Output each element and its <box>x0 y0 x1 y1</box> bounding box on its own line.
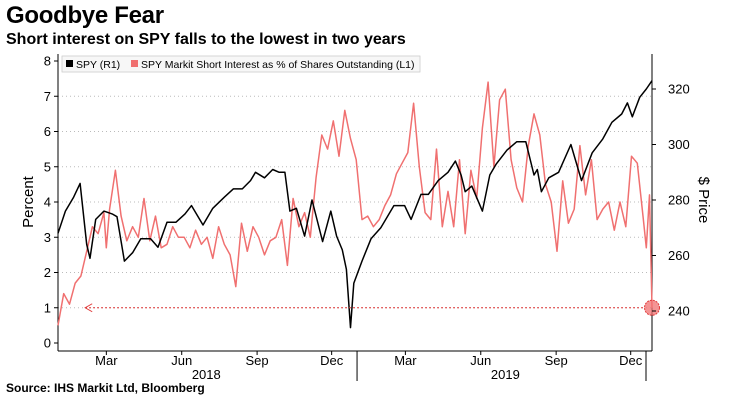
x-tick-label: Sep <box>246 353 269 368</box>
left-tick-label: 5 <box>44 159 51 174</box>
x-tick-label: Dec <box>320 353 344 368</box>
right-tick-label: 240 <box>668 304 690 319</box>
left-tick-label: 2 <box>44 265 51 280</box>
left-tick-label: 4 <box>44 195 51 210</box>
right-axis-title: $ Price <box>695 177 712 224</box>
annotations <box>84 299 660 316</box>
x-year-label: 2019 <box>491 367 520 382</box>
left-tick-label: 7 <box>44 89 51 104</box>
axes: 0 1 2 3 4 5 6 7 8 240 260 280 300 320 Percent $ Price Ma… <box>20 54 712 383</box>
left-tick-label: 3 <box>44 230 51 245</box>
legend-swatch-spy <box>66 60 73 67</box>
legend-label-spy: SPY (R1) <box>76 59 120 71</box>
right-tick-label: 260 <box>668 248 690 263</box>
right-tick-label: 300 <box>668 137 690 152</box>
x-tick-label: Mar <box>95 353 118 368</box>
series-lines <box>57 80 653 329</box>
right-tick-label: 320 <box>668 82 690 97</box>
left-tick-label: 6 <box>44 124 51 139</box>
left-axis-title: Percent <box>20 175 37 228</box>
x-tick-label: Dec <box>619 353 643 368</box>
left-tick-label: 8 <box>44 54 51 69</box>
x-tick-label: Mar <box>394 353 417 368</box>
chart-subtitle: Short interest on SPY falls to the lowes… <box>6 31 406 48</box>
grid-lines <box>58 95 652 309</box>
right-tick-label: 280 <box>668 193 690 208</box>
legend-swatch-short-interest <box>131 60 138 67</box>
x-tick-label: Jun <box>171 353 192 368</box>
spy-price-line <box>57 80 653 329</box>
x-tick-label: Sep <box>545 353 568 368</box>
left-tick-label: 0 <box>44 336 51 351</box>
legend-label-short-interest: SPY Markit Short Interest as % of Shares… <box>141 59 415 71</box>
chart-title: Goodbye Fear <box>6 2 164 29</box>
legend-box <box>61 55 421 73</box>
annotation-circle <box>644 299 660 316</box>
left-tick-label: 1 <box>44 300 51 315</box>
short-interest-line <box>57 81 653 326</box>
x-year-label: 2018 <box>192 367 221 382</box>
legend: SPY (R1) SPY Markit Short Interest as % o… <box>61 55 421 73</box>
x-tick-label: Jun <box>470 353 491 368</box>
source-note: Source: IHS Markit Ltd, Bloomberg <box>6 381 205 395</box>
annotation-arrowhead <box>84 303 93 313</box>
